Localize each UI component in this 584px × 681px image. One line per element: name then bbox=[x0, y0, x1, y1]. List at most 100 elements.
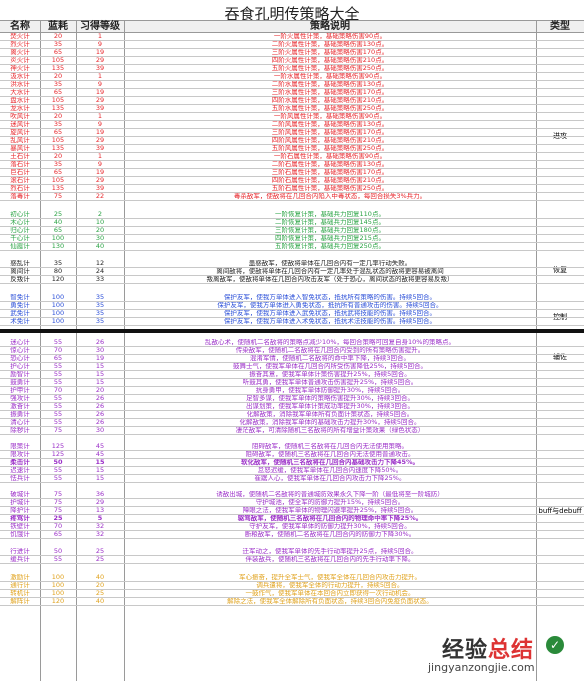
strategy-learn-level: 32 bbox=[95, 523, 105, 530]
strategy-learn-level: 15 bbox=[95, 379, 105, 386]
strategy-learn-level: 19 bbox=[95, 89, 105, 96]
row-separator bbox=[0, 120, 584, 121]
row-separator bbox=[0, 192, 584, 193]
row-separator bbox=[0, 104, 584, 105]
strategy-name: 烈火计 bbox=[10, 41, 30, 48]
strategy-name: 焚火计 bbox=[10, 33, 30, 40]
strategy-name: 智免计 bbox=[10, 294, 30, 301]
column-divider bbox=[536, 20, 537, 681]
row-separator bbox=[0, 394, 584, 395]
strategy-learn-level: 29 bbox=[95, 499, 105, 506]
strategy-mp-cost: 120 bbox=[51, 598, 65, 605]
strategy-mp-cost: 20 bbox=[53, 153, 63, 160]
column-divider bbox=[40, 20, 41, 681]
table-row: 解阵计 120 40 解除之法，使我军全体解除所有负面状态，持续3回合内免疫负面状态。 bbox=[0, 598, 584, 605]
header-mp: 蓝耗 bbox=[48, 21, 68, 32]
table-row: 护心计 55 15 鼓舞士气，使我军单体在几回合内所受伤害降低25%，持续5回合。 bbox=[0, 363, 584, 370]
strategy-mp-cost: 120 bbox=[51, 276, 65, 283]
table-row: 清心计 55 26 化解敌策，消除我军单体的基础攻击力提升30%，持续5回合。 bbox=[0, 419, 584, 426]
strategy-mp-cost: 55 bbox=[53, 411, 63, 418]
row-separator bbox=[0, 283, 584, 284]
strategy-name: 盘水计 bbox=[10, 97, 30, 104]
row-separator bbox=[0, 226, 584, 227]
table-row: 护甲计 70 20 抗身勇甲，使我军单体防御提升30%，持续5回合。 bbox=[0, 387, 584, 394]
header-level: 习得等级 bbox=[80, 21, 120, 32]
strategy-mp-cost: 35 bbox=[53, 260, 63, 267]
strategy-description: 混淆军情，使随机二名敌将的命中率下降，持续3回合。 bbox=[249, 355, 411, 362]
row-separator bbox=[0, 386, 584, 387]
row-separator bbox=[0, 410, 584, 411]
row-separator bbox=[0, 362, 584, 363]
strategy-mp-cost: 55 bbox=[53, 395, 63, 402]
strategy-description: 离间敌将，使敌将单体在几回合内有一定几率处于混乱状态的敌将更容易被离间 bbox=[216, 268, 444, 275]
strategy-learn-level: 26 bbox=[95, 395, 105, 402]
strategy-name: 惊心计 bbox=[10, 347, 30, 354]
strategy-description: 一鼓作气，使我军单体在本回合内立即获得一次行动机会。 bbox=[245, 590, 415, 597]
row-separator bbox=[0, 317, 584, 318]
strategy-learn-level: 45 bbox=[95, 451, 105, 458]
strategy-mp-cost: 55 bbox=[53, 467, 63, 474]
table-row: 暴风计 135 39 五阶风属性计策，基础策略伤害250点。 bbox=[0, 145, 584, 152]
row-separator bbox=[0, 506, 584, 507]
table-row: 强攻计 55 26 足智多谋，使我军单体的策略伤害提升30%，持续3回合。 bbox=[0, 395, 584, 402]
page-title: 吞食孔明传策略大全 bbox=[224, 5, 360, 23]
table-row: 限攻计 125 45 阻碍敌军，使随机三名敌将在几回合内无法使用普通攻击。 bbox=[0, 451, 584, 458]
strategy-learn-level: 35 bbox=[95, 310, 105, 317]
strategy-learn-level: 20 bbox=[95, 227, 105, 234]
strategy-mp-cost: 20 bbox=[53, 33, 63, 40]
row-separator bbox=[0, 555, 584, 556]
row-separator bbox=[0, 275, 584, 276]
strategy-learn-level: 19 bbox=[95, 49, 105, 56]
strategy-learn-level: 35 bbox=[95, 294, 105, 301]
strategy-description: 三阶风属性计策，基础策略伤害170点。 bbox=[271, 129, 389, 136]
strategy-mp-cost: 75 bbox=[53, 507, 63, 514]
row-separator bbox=[0, 514, 584, 515]
strategy-mp-cost: 105 bbox=[51, 97, 65, 104]
row-separator bbox=[0, 56, 584, 57]
strategy-description: 保护友军，使我方单体进入术免状态，抵抗术法技能的伤害。持续5回合。 bbox=[223, 318, 437, 325]
strategy-name: 离火计 bbox=[10, 49, 30, 56]
strategy-description: 一阶火属性计策，基础策略伤害90点。 bbox=[273, 33, 387, 40]
row-separator bbox=[0, 450, 584, 451]
strategy-description: 守护城池，使全军的防御力提升15%，持续5回合。 bbox=[255, 499, 405, 506]
strategy-name: 转机计 bbox=[10, 590, 30, 597]
strategy-mp-cost: 55 bbox=[53, 403, 63, 410]
strategy-name: 乱风计 bbox=[10, 137, 30, 144]
strategy-description: 软化敌军，使随机三名敌将在几回合内基础攻击力下降45%。 bbox=[240, 459, 420, 466]
table-row: 术免计 100 35 保护友军，使我方单体进入术免状态，抵抗术法技能的伤害。持续5回合… bbox=[0, 318, 584, 325]
type-label-buff: buff与debuff bbox=[538, 507, 582, 515]
strategy-description: 四阶恢复计策，基础兵力回复215点。 bbox=[275, 235, 385, 242]
row-separator bbox=[0, 72, 584, 73]
table-row: 转机计 100 25 一鼓作气，使我军单体在本回合内立即获得一次行动机会。 bbox=[0, 590, 584, 597]
table-row: 神火计 135 39 五阶火属性计策，基础策略伤害250点。 bbox=[0, 65, 584, 72]
strategy-description: 二阶风属性计策，基础策略伤害130点。 bbox=[271, 121, 389, 128]
strategy-description: 一阶石属性计策，基础策略伤害90点。 bbox=[273, 153, 387, 160]
strategy-name: 迟速计 bbox=[10, 467, 30, 474]
strategy-description: 足智多谋，使我军单体的策略伤害提升30%，持续3回合。 bbox=[245, 395, 415, 402]
strategy-mp-cost: 100 bbox=[51, 590, 65, 597]
strategy-learn-level: 15 bbox=[95, 459, 105, 466]
strategy-name: 炎火计 bbox=[10, 57, 30, 64]
table-row: 缓兵计 55 25 伴装敌兵，使随机三名敌将在几回合内的先手行动率下降。 bbox=[0, 556, 584, 563]
strategy-mp-cost: 80 bbox=[53, 268, 63, 275]
strategy-mp-cost: 135 bbox=[51, 65, 65, 72]
header-name: 名称 bbox=[10, 21, 30, 32]
strategy-mp-cost: 100 bbox=[51, 294, 65, 301]
strategy-mp-cost: 20 bbox=[53, 73, 63, 80]
table-row: 除秽计 75 30 凄茫敌军，可清除随机三名敌将的所有增益计策效果（绿色状态） bbox=[0, 427, 584, 434]
strategy-learn-level: 29 bbox=[95, 137, 105, 144]
header-type: 类型 bbox=[550, 21, 570, 32]
table-row: 迟速计 55 15 怠怒迟缓，使我军单体在几回合内速度下降50%。 bbox=[0, 467, 584, 474]
strategy-description: 迁军动之，使我军单体的先手行动率提升25点，持续5回合。 bbox=[242, 548, 418, 555]
table-row: 鼓勇计 55 15 听鼓其勇，使我军单体普通攻击伤害提升25%，持续5回合。 bbox=[0, 379, 584, 386]
row-separator bbox=[0, 136, 584, 137]
table-row: 千心计 100 30 四阶恢复计策，基础兵力回复215点。 bbox=[0, 235, 584, 242]
strategy-mp-cost: 65 bbox=[53, 227, 63, 234]
strategy-mp-cost: 55 bbox=[53, 379, 63, 386]
row-separator bbox=[0, 498, 584, 499]
strategy-description: 二阶水属性计策，基础策略伤害130点。 bbox=[271, 81, 389, 88]
strategy-mp-cost: 100 bbox=[51, 318, 65, 325]
strategy-description: 诱敌出城，使随机二名敌将的普通城防效果永久下降一阶（最低将至一阶城防） bbox=[216, 491, 444, 498]
strategy-description: 阻碍敌军，使随机三名敌将在几回合内无法使用普通攻击。 bbox=[245, 451, 415, 458]
